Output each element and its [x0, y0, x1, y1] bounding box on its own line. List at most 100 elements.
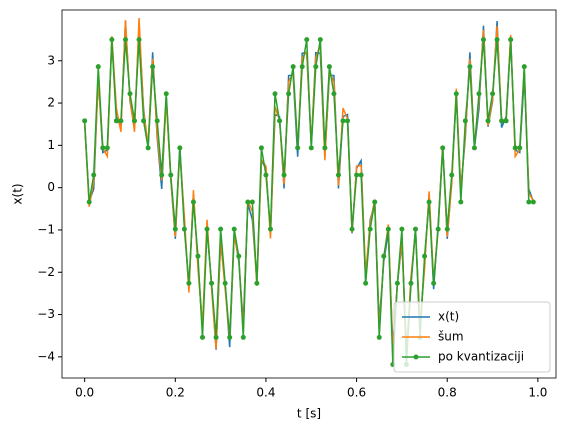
series-marker: [471, 145, 477, 151]
plot-frame: [61, 9, 557, 379]
series-marker: [231, 226, 237, 232]
series-marker: [345, 118, 351, 124]
x-tick-label: 0.8: [438, 386, 457, 400]
series-marker: [263, 172, 269, 178]
series-marker: [349, 226, 355, 232]
series-marker: [426, 199, 432, 205]
series-marker: [245, 199, 251, 205]
series-marker: [526, 199, 532, 205]
series-marker: [308, 145, 314, 151]
series-marker: [313, 64, 319, 70]
series-marker: [521, 64, 527, 70]
series-marker: [267, 226, 273, 232]
series-marker: [503, 118, 509, 124]
series-marker: [222, 280, 228, 286]
series-marker: [408, 280, 414, 286]
series-marker: [227, 334, 233, 340]
series-marker: [186, 280, 192, 286]
series-marker: [163, 91, 169, 97]
y-tick-label: 3: [47, 53, 55, 67]
x-tick-label: 0.0: [75, 386, 94, 400]
y-tick-label: 2: [47, 96, 55, 110]
series-marker: [204, 226, 210, 232]
y-tick-label: −4: [37, 349, 55, 363]
series-marker: [354, 172, 360, 178]
series-marker: [512, 145, 518, 151]
x-tick-label: 0.2: [166, 386, 185, 400]
y-axis-label: x(t): [11, 183, 25, 204]
series-marker: [118, 118, 124, 124]
series-marker: [444, 226, 450, 232]
series-marker: [150, 64, 156, 70]
series-marker: [286, 91, 292, 97]
series-marker: [190, 199, 196, 205]
series-marker: [290, 64, 296, 70]
series-marker: [530, 199, 536, 205]
series-marker: [422, 253, 428, 259]
x-tick-label: 0.6: [347, 386, 366, 400]
series-marker: [240, 334, 246, 340]
series-marker: [127, 91, 133, 97]
series-marker: [218, 226, 224, 232]
series-marker: [440, 145, 446, 151]
series-marker: [399, 226, 405, 232]
series-marker: [141, 118, 147, 124]
series-marker: [322, 145, 328, 151]
series-marker: [372, 199, 378, 205]
series-marker: [367, 226, 373, 232]
series-marker: [517, 145, 523, 151]
series-marker: [258, 145, 264, 151]
x-tick-label: 0.4: [256, 386, 275, 400]
series-marker: [100, 145, 106, 151]
y-tick-label: −1: [37, 222, 55, 236]
series-marker: [272, 91, 278, 97]
series-marker: [295, 145, 301, 151]
series-marker: [199, 334, 205, 340]
series-marker: [499, 118, 505, 124]
x-tick-label: 1.0: [528, 386, 547, 400]
y-tick-label: 1: [47, 138, 55, 152]
series-marker: [358, 172, 364, 178]
series-marker: [335, 172, 341, 178]
series-marker: [317, 37, 323, 43]
series-marker: [113, 118, 119, 124]
series-marker: [122, 37, 128, 43]
series-marker: [453, 91, 459, 97]
series-marker: [281, 172, 287, 178]
series-marker: [168, 172, 174, 178]
series-marker: [331, 91, 337, 97]
series-marker: [195, 253, 201, 259]
series-marker: [431, 280, 437, 286]
series-marker: [181, 226, 187, 232]
series-marker: [394, 280, 400, 286]
legend-marker: [413, 354, 419, 360]
series-marker: [154, 118, 160, 124]
series-marker: [381, 253, 387, 259]
series-marker: [485, 118, 491, 124]
x-axis-label: t [s]: [297, 407, 321, 421]
series-marker: [136, 37, 142, 43]
y-tick-label: 0: [47, 180, 55, 194]
y-tick-label: −3: [37, 307, 55, 321]
legend-label: x(t): [438, 310, 459, 324]
series-marker: [95, 64, 101, 70]
series-marker: [104, 145, 110, 151]
series-marker: [508, 37, 514, 43]
series-marker: [449, 172, 455, 178]
series-marker: [91, 172, 97, 178]
series-marker: [494, 37, 500, 43]
series-marker: [213, 334, 219, 340]
series-marker: [476, 91, 482, 97]
series-marker: [299, 64, 305, 70]
series-marker: [458, 199, 464, 205]
legend-label: po kvantizaciji: [438, 350, 524, 364]
series-marker: [236, 253, 242, 259]
series-marker: [480, 37, 486, 43]
series-marker: [249, 199, 255, 205]
series-marker: [277, 118, 283, 124]
series-marker: [413, 226, 419, 232]
series-marker: [304, 37, 310, 43]
series-marker: [467, 64, 473, 70]
series-marker: [172, 226, 178, 232]
